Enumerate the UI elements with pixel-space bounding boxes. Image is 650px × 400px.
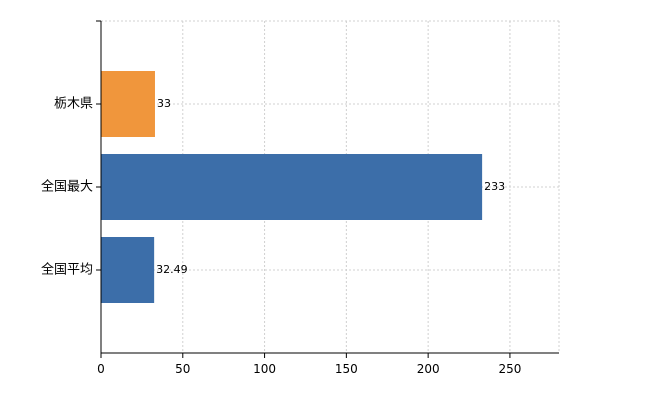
category-label: 全国最大 (41, 179, 93, 195)
x-tick-label: 100 (253, 362, 276, 376)
category-label: 全国平均 (41, 262, 93, 278)
bar (101, 71, 155, 137)
x-tick-label: 50 (175, 362, 190, 376)
bar (101, 154, 483, 220)
bar (101, 237, 155, 303)
axes (96, 20, 559, 358)
data-label: 233 (484, 180, 505, 193)
category-label: 栃木県 (54, 97, 93, 112)
x-tick-label: 150 (335, 362, 358, 376)
x-tick-label: 250 (498, 362, 521, 376)
labels: 栃木県 33 全国最大 233 全国平均 32.49 0 50 100 150 200 250 (41, 97, 521, 377)
data-label: 32.49 (156, 263, 188, 276)
data-label: 33 (157, 97, 171, 110)
bars (101, 71, 483, 303)
x-tick-label: 0 (97, 362, 105, 376)
x-tick-label: 200 (417, 362, 440, 376)
